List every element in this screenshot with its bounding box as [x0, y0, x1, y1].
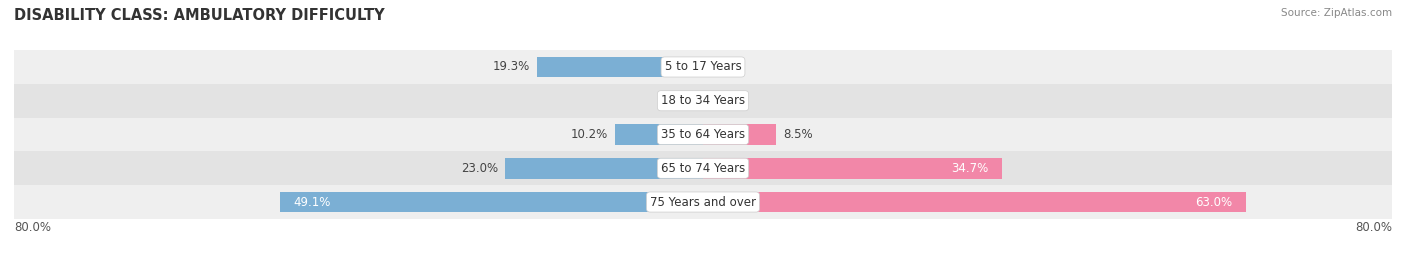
Bar	[280, 192, 703, 213]
Text: 0.0%: 0.0%	[666, 94, 696, 107]
Text: 23.0%: 23.0%	[461, 162, 498, 175]
Text: 65 to 74 Years: 65 to 74 Years	[661, 162, 745, 175]
Text: 80.0%: 80.0%	[1355, 221, 1392, 234]
Text: 5 to 17 Years: 5 to 17 Years	[665, 61, 741, 73]
Text: 75 Years and over: 75 Years and over	[650, 196, 756, 208]
Text: 18 to 34 Years: 18 to 34 Years	[661, 94, 745, 107]
Bar	[14, 50, 1392, 84]
Text: Source: ZipAtlas.com: Source: ZipAtlas.com	[1281, 8, 1392, 18]
Bar	[703, 158, 1002, 179]
Text: 80.0%: 80.0%	[14, 221, 51, 234]
Text: 10.2%: 10.2%	[571, 128, 609, 141]
Text: 35 to 64 Years: 35 to 64 Years	[661, 128, 745, 141]
Bar	[505, 158, 703, 179]
Text: 34.7%: 34.7%	[952, 162, 988, 175]
Bar	[616, 124, 703, 145]
Bar	[14, 118, 1392, 151]
Bar	[537, 56, 703, 77]
Text: 19.3%: 19.3%	[492, 61, 530, 73]
Bar	[14, 185, 1392, 219]
Text: 0.0%: 0.0%	[710, 94, 740, 107]
Text: 63.0%: 63.0%	[1195, 196, 1233, 208]
Text: 49.1%: 49.1%	[292, 196, 330, 208]
Text: 0.0%: 0.0%	[710, 61, 740, 73]
Bar	[14, 151, 1392, 185]
Bar	[703, 124, 776, 145]
Bar	[703, 192, 1246, 213]
Bar	[14, 84, 1392, 118]
Text: DISABILITY CLASS: AMBULATORY DIFFICULTY: DISABILITY CLASS: AMBULATORY DIFFICULTY	[14, 8, 385, 23]
Text: 8.5%: 8.5%	[783, 128, 813, 141]
